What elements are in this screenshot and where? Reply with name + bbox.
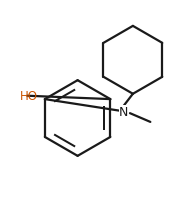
Text: N: N [119, 105, 128, 118]
Text: HO: HO [19, 90, 37, 103]
